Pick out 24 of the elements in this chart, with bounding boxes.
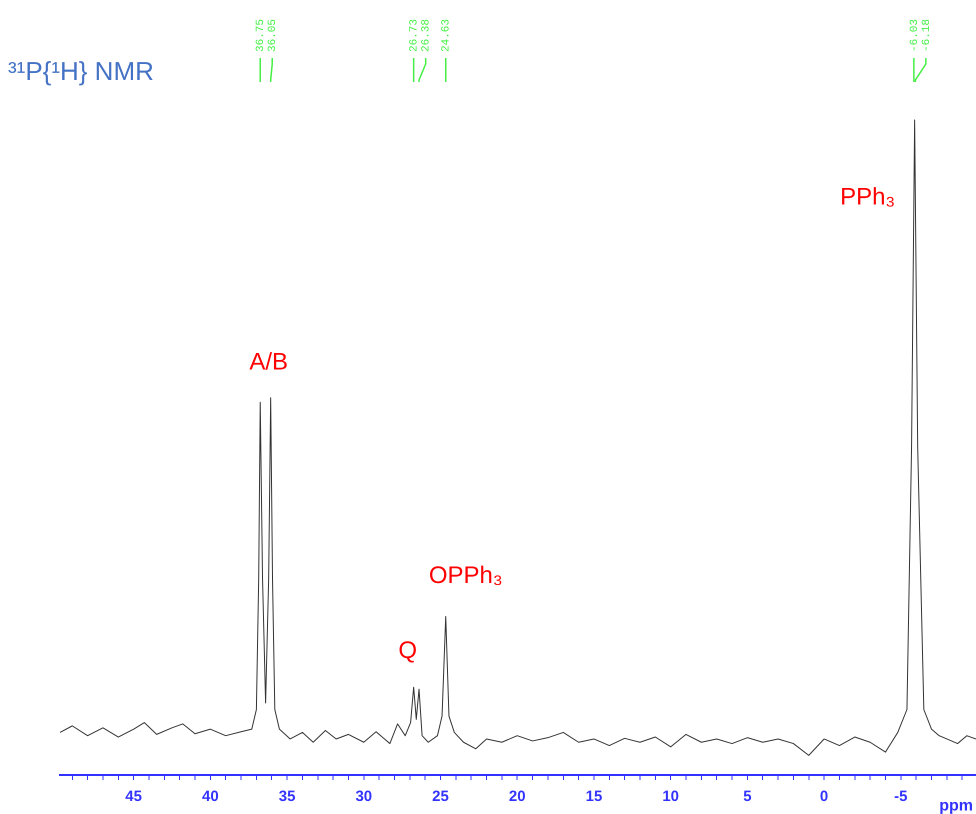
chart-title: ³¹P{¹H} NMR bbox=[8, 56, 154, 86]
x-tick-label: 45 bbox=[125, 788, 142, 806]
x-tick-label: -5 bbox=[894, 788, 908, 806]
x-tick-label: 10 bbox=[662, 788, 680, 806]
x-tick-label: 35 bbox=[278, 788, 296, 806]
x-tick-label: 30 bbox=[355, 788, 372, 806]
x-axis-title: ppm bbox=[939, 797, 973, 814]
annotation: 36.75 bbox=[255, 18, 268, 52]
x-tick-label: 15 bbox=[586, 788, 602, 806]
x-tick-label: 5 bbox=[743, 788, 752, 806]
annotation: 36.05 bbox=[267, 18, 280, 52]
annotation: Q bbox=[398, 636, 417, 664]
annotation: OPPh₃ bbox=[428, 562, 503, 590]
annotation: -6.18 bbox=[920, 18, 933, 52]
annotation: 26.73 bbox=[408, 18, 421, 52]
annotation: 24.63 bbox=[440, 18, 453, 52]
annotation: 26.38 bbox=[420, 18, 433, 52]
x-tick-label: 40 bbox=[202, 788, 219, 806]
annotation: -6.03 bbox=[908, 18, 921, 52]
x-tick-label: 25 bbox=[432, 788, 449, 806]
x-tick-label: 0 bbox=[820, 788, 828, 806]
annotation: A/B bbox=[249, 348, 288, 376]
annotation: PPh₃ bbox=[840, 184, 896, 211]
x-tick-label: 20 bbox=[508, 788, 526, 806]
